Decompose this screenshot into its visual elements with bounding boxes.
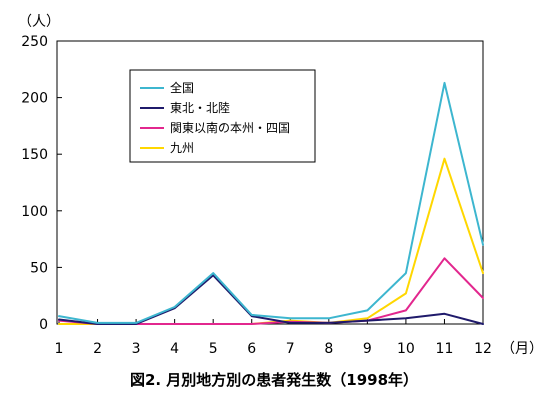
legend-label: 九州 <box>170 141 194 155</box>
legend-label: 関東以南の本州・四国 <box>170 120 290 135</box>
x-tick-label: 8 <box>324 341 333 357</box>
x-axis-unit-label: （月） <box>501 341 543 357</box>
plot-border <box>56 40 484 325</box>
x-tick-label: 10 <box>397 341 415 357</box>
x-tick-label: 3 <box>132 341 141 357</box>
x-tick-label: 11 <box>436 341 454 357</box>
x-tick-label: 12 <box>474 341 492 357</box>
x-tick-label: 5 <box>209 341 218 357</box>
x-tick-label: 4 <box>170 341 179 357</box>
y-tick-label: 250 <box>21 34 48 50</box>
y-tick-label: 0 <box>39 317 48 333</box>
series-line-4 <box>58 157 484 325</box>
x-tick-label: 6 <box>247 341 256 357</box>
y-tick-label: 150 <box>21 147 48 163</box>
series-line-3 <box>58 257 484 325</box>
series-line-2 <box>58 274 484 325</box>
legend-label: 東北・北陸 <box>170 101 230 115</box>
y-axis-unit-label: （人） <box>18 14 60 30</box>
y-tick-label: 100 <box>21 204 48 220</box>
x-tick-label: 2 <box>93 341 102 357</box>
legend-box <box>129 69 316 163</box>
legend-label: 全国 <box>170 80 194 95</box>
x-tick-label: 7 <box>286 341 295 357</box>
y-tick-label: 50 <box>30 260 48 276</box>
y-tick-label: 200 <box>21 91 48 107</box>
x-tick-label: 1 <box>55 341 64 357</box>
series-line-1 <box>58 81 484 324</box>
x-tick-label: 9 <box>363 341 372 357</box>
chart-title: 図2. 月別地方別の患者発生数（1998年） <box>130 371 418 389</box>
